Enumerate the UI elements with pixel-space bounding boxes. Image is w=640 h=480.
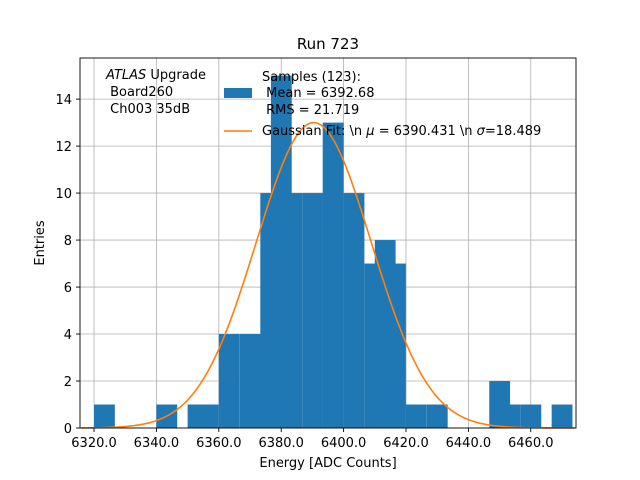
x-tick-label: 6340.0 — [134, 436, 180, 451]
svg-text:ATLAS Upgrade: ATLAS Upgrade — [105, 68, 206, 83]
y-axis-label: Entries — [33, 220, 48, 266]
y-axis-ticks: 0 2 4 6 8 10 12 14 — [55, 93, 80, 437]
chart-title: Run 723 — [297, 35, 359, 53]
x-tick-label: 6440.0 — [446, 436, 492, 451]
y-tick-label: 4 — [64, 328, 72, 343]
legend-fit-label: Gaussian Fit: \n μ = 6390.431 \n σ=18.48… — [262, 124, 541, 139]
gaussian-fit-curve — [81, 121, 575, 429]
legend-bar-swatch — [224, 88, 252, 98]
x-tick-label: 6460.0 — [508, 436, 554, 451]
histogram-bar — [281, 193, 303, 428]
y-tick-label: 14 — [55, 93, 72, 108]
y-tick-label: 12 — [55, 140, 72, 155]
histogram-bar — [322, 122, 344, 428]
legend-samples-line3: RMS = 21.719 — [262, 103, 359, 118]
x-tick-label: 6380.0 — [258, 436, 304, 451]
x-tick-label: 6420.0 — [383, 436, 429, 451]
histogram-bar — [499, 404, 521, 428]
y-tick-label: 10 — [55, 187, 72, 202]
histogram-bar — [302, 193, 323, 428]
histogram-bar — [426, 404, 448, 428]
histogram-bar — [218, 334, 240, 428]
histogram-bars — [94, 75, 573, 428]
x-tick-label: 6360.0 — [196, 436, 242, 451]
histogram-bar — [385, 263, 406, 428]
legend-samples-line1: Samples (123): — [262, 70, 361, 85]
atlas-label: ATLAS — [105, 68, 146, 83]
histogram-bar — [94, 404, 115, 428]
x-axis-ticks: 6320.0 6340.0 6360.0 6380.0 6400.0 6420.0 6440… — [71, 428, 554, 451]
upgrade-label: Upgrade — [146, 68, 206, 83]
histogram-bar — [520, 404, 542, 428]
y-tick-label: 8 — [64, 234, 72, 249]
histogram-bar — [405, 404, 427, 428]
y-tick-label: 0 — [64, 422, 72, 437]
x-axis-label: Energy [ADC Counts] — [259, 456, 396, 471]
legend-samples-line2: Mean = 6392.68 — [262, 86, 374, 101]
legend: Samples (123): Mean = 6392.68 RMS = 21.7… — [224, 70, 541, 139]
histogram-bar — [197, 404, 219, 428]
y-tick-label: 6 — [64, 281, 72, 296]
x-tick-label: 6320.0 — [71, 436, 117, 451]
histogram-bar — [551, 404, 573, 428]
board-label: Board260 — [106, 85, 173, 100]
channel-label: Ch003 35dB — [106, 102, 190, 117]
histogram-bar — [343, 193, 365, 428]
plot-frame — [79, 57, 577, 429]
y-tick-label: 2 — [64, 375, 72, 390]
atlas-annotation: ATLAS Upgrade Board260 Ch003 35dB — [105, 68, 206, 117]
x-tick-label: 6400.0 — [321, 436, 367, 451]
histogram-bar — [239, 334, 261, 428]
